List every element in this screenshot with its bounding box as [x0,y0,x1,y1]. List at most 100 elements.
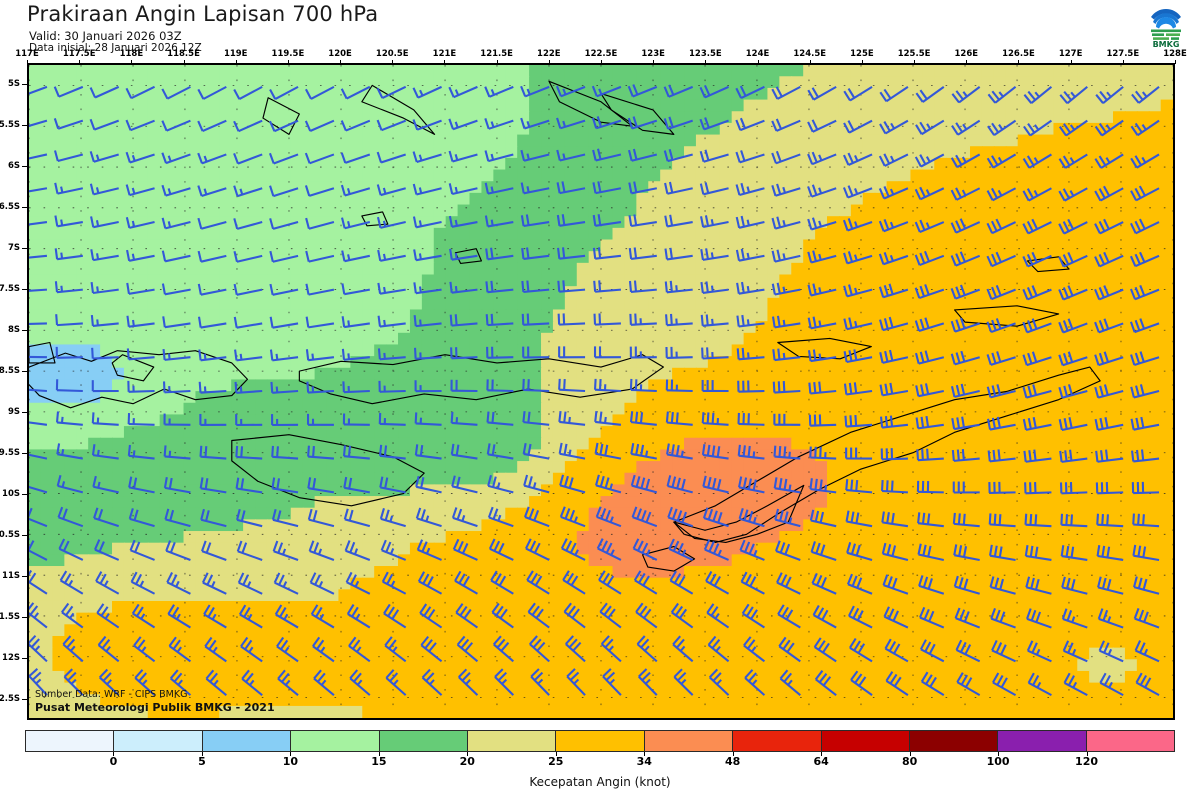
colorbar-tick-label: 80 [901,755,918,768]
lon-tick-mark [340,60,342,64]
lon-tick-mark [183,60,185,64]
colorbar-container[interactable]: 0 5 10 15 20 25 34 48 64 80 100 120 [25,730,1175,768]
colorbar-tick-label: 100 [986,755,1010,768]
colorbar-tick-mark [732,752,734,756]
colorbar-tick-label: 34 [636,755,652,768]
lon-tick-mark [131,60,133,64]
colorbar-band [26,731,115,751]
longitude-axis: 117E 117.5E 118E 118.5E 119E 119.5E 120E 120.5E… [15,49,1187,64]
lon-tick-mark [809,60,811,64]
lon-tick-mark [1122,60,1124,64]
source-data-label: Sumber Data: WRF - CIPS BMKG [35,689,188,700]
lat-tick-mark [22,494,27,496]
credit-label: Pusat Meteorologi Publik BMKG - 2021 [35,701,275,714]
lat-tick-mark [22,247,27,249]
colorbar-band [733,731,822,751]
lon-tick-mark [287,60,289,64]
lat-tick-mark [22,124,27,126]
colorbar-tick-mark [113,752,115,756]
lat-tick-label: 9S [7,407,20,418]
colorbar-tick-label: 20 [459,755,475,768]
colorbar-tick-mark [998,752,1000,756]
lon-tick-mark [79,60,81,64]
lat-tick-label: 6.5S [0,201,20,212]
lat-tick-label: 5.5S [0,119,20,130]
lat-tick-label: 11S [2,571,20,582]
colorbar-tick-mark [821,752,823,756]
colorbar[interactable] [25,730,1175,752]
colorbar-tick-label: 0 [109,755,118,768]
colorbar-tick-mark [378,752,380,756]
colorbar-tick-mark [201,752,203,756]
lon-tick-label: 128E [1163,49,1187,59]
lon-tick-mark [392,60,394,64]
lon-tick-mark [914,60,916,64]
lon-tick-mark [444,60,446,64]
page-title: Prakiraan Angin Lapisan 700 hPa [27,2,379,26]
colorbar-tick-mark [290,752,292,756]
lon-tick-label: 121.5E [480,49,513,59]
lon-tick-mark [757,60,759,64]
lon-tick-mark [27,60,28,64]
lat-tick-mark [22,329,27,331]
lon-tick-label: 119.5E [271,49,305,59]
lon-tick-mark [1070,60,1072,64]
lat-tick-label: 8S [7,324,20,335]
lat-tick-mark [22,83,27,85]
lat-tick-mark [22,617,27,619]
lon-tick-label: 123.5E [689,49,722,59]
lon-tick-mark [601,60,602,64]
lat-tick-mark [22,165,27,167]
colorbar-band [556,731,645,751]
lat-tick-label: 8.5S [0,365,20,376]
colorbar-band [998,731,1087,751]
lon-tick-label: 124.5E [793,49,827,59]
lat-tick-mark [22,535,27,537]
colorbar-band [1086,731,1175,751]
chart-header: Prakiraan Angin Lapisan 700 hPa Valid: 3… [0,0,1200,60]
colorbar-band [379,731,468,751]
lat-tick-label: 5S [7,78,20,89]
colorbar-tick-label: 25 [548,755,564,768]
lat-tick-label: 12.5S [0,694,20,705]
lon-tick-label: 119E [223,49,248,59]
lat-tick-mark [22,370,27,372]
lon-tick-label: 127E [1058,49,1083,59]
colorbar-band [467,731,557,751]
lon-tick-label: 125.5E [897,49,931,59]
initial-data-label: Data inisial: 28 Januari 2026 12Z [29,42,202,54]
lat-tick-mark [22,576,27,578]
lon-tick-label: 120E [328,49,352,59]
colorbar-band [291,731,380,751]
lon-tick-label: 117.5E [62,49,96,59]
colorbar-tick-mark [555,752,557,756]
colorbar-tick-label: 10 [282,755,299,768]
lat-tick-mark [22,453,27,455]
lon-tick-label: 121E [432,49,457,59]
lon-tick-label: 120.5E [375,49,409,59]
lat-tick-label: 12S [2,653,20,664]
lat-tick-mark [22,206,27,208]
colorbar-tick-label: 15 [371,755,387,768]
latitude-axis: 5S 5.5S 6S 6.5S 7S 7.5S 8S 8.5S 9S 9.5S 10S 10.5S 11… [0,63,27,720]
lon-tick-mark [235,60,237,64]
bmkg-logo-icon [1142,4,1190,52]
colorbar-title: Kecepatan Angin (knot) [529,775,671,789]
lon-tick-mark [966,60,968,64]
colorbar-ticks: 0 5 10 15 20 25 34 48 64 80 100 120 [25,752,1175,774]
lon-tick-mark [496,60,498,64]
lon-tick-label: 122E [537,49,561,59]
wind-field-canvas [29,65,1173,718]
lat-tick-label: 10S [2,489,20,500]
colorbar-tick-label: 64 [813,755,829,768]
colorbar-band [114,731,203,751]
lon-tick-label: 126.5E [1002,49,1035,59]
lon-tick-mark [705,60,707,64]
wind-map-plot[interactable]: Sumber Data: WRF - CIPS BMKG Pusat Meteo… [27,63,1175,720]
lat-tick-label: 11.5S [0,612,20,623]
colorbar-tick-mark [644,752,646,756]
lon-tick-label: 124E [745,49,770,59]
lat-tick-mark [22,658,27,660]
lon-tick-mark [653,60,655,64]
lat-tick-label: 7S [7,242,20,253]
